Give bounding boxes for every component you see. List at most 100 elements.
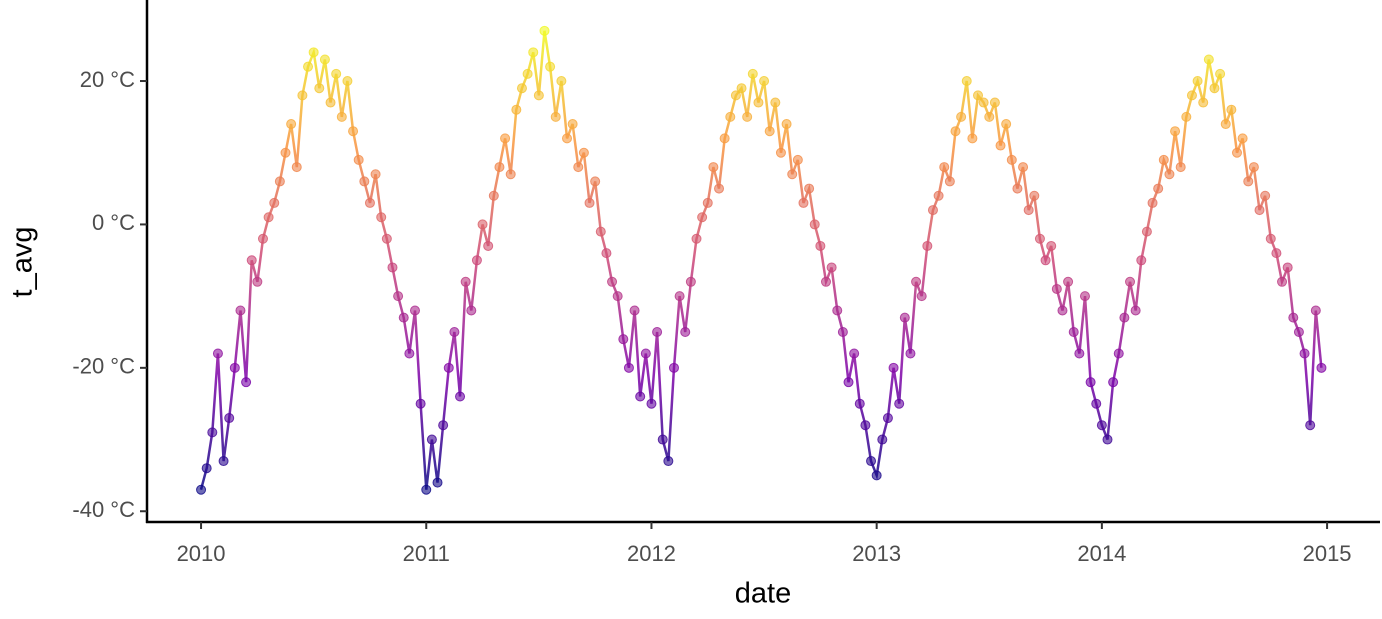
temperature-point (905, 348, 916, 359)
temperature-point (854, 398, 865, 409)
temperature-point (1293, 326, 1304, 337)
temperature-point (212, 348, 223, 359)
x-tick-label: 2014 (1077, 541, 1126, 566)
temperature-point (1108, 377, 1119, 388)
temperature-point (590, 176, 601, 187)
temperature-point (1316, 362, 1327, 373)
temperature-point (286, 119, 297, 130)
temperature-point (781, 119, 792, 130)
temperature-point (573, 162, 584, 173)
temperature-point (1018, 162, 1029, 173)
temperature-point (1260, 190, 1271, 201)
x-tick-label: 2013 (852, 541, 901, 566)
temperature-point (325, 97, 336, 108)
temperature-point (1203, 54, 1214, 65)
temperature-point (815, 240, 826, 251)
temperature-point (263, 212, 274, 223)
temperature-point (229, 362, 240, 373)
temperature-point (697, 212, 708, 223)
temperature-point (308, 47, 319, 58)
temperature-point (668, 362, 679, 373)
temperature-point (494, 162, 505, 173)
temperature-point (342, 76, 353, 87)
temperature-point (516, 83, 527, 94)
temperature-point (595, 226, 606, 237)
temperature-point (533, 90, 544, 101)
temperature-point (742, 111, 753, 122)
temperature-point (1074, 348, 1085, 359)
temperature-point (759, 76, 770, 87)
temperature-point (1186, 90, 1197, 101)
temperature-point (995, 140, 1006, 151)
temperature-point (567, 119, 578, 130)
temperature-point (578, 147, 589, 158)
temperature-point (1130, 305, 1141, 316)
temperature-point (601, 248, 612, 259)
temperature-point (1254, 205, 1265, 216)
temperature-point (663, 456, 674, 467)
temperature-point (871, 470, 882, 481)
temperature-point (843, 377, 854, 388)
temperature-point (319, 54, 330, 65)
temperature-point (629, 305, 640, 316)
temperature-point (730, 90, 741, 101)
temperature-point (1034, 233, 1045, 244)
temperature-point (280, 147, 291, 158)
temperature-point (303, 61, 314, 72)
temperature-point (798, 197, 809, 208)
temperature-point (1215, 68, 1226, 79)
temperature-point (387, 262, 398, 273)
temperature-point (1063, 276, 1074, 287)
y-tick-label: -40 °C (72, 497, 135, 522)
temperature-point (269, 197, 280, 208)
temperature-point (314, 83, 325, 94)
temperature-point (1057, 305, 1068, 316)
temperature-point (218, 456, 229, 467)
y-tick-label: 20 °C (80, 67, 135, 92)
temperature-point (623, 362, 634, 373)
temperature-point (792, 154, 803, 165)
temperature-point (680, 326, 691, 337)
temperature-point (257, 233, 268, 244)
temperature-point (348, 126, 359, 137)
temperature-point (556, 76, 567, 87)
temperature-point (1085, 377, 1096, 388)
temperature-point (725, 111, 736, 122)
temperature-point (455, 391, 466, 402)
temperature-point (860, 420, 871, 431)
temperature-point (820, 276, 831, 287)
temperature-point (888, 362, 899, 373)
temperature-point (899, 312, 910, 323)
temperature-point (922, 240, 933, 251)
temperature-point (477, 219, 488, 230)
temperature-point (989, 97, 1000, 108)
temperature-point (1192, 76, 1203, 87)
temperature-point (753, 97, 764, 108)
temperature-point (246, 255, 257, 266)
temperature-point (1119, 312, 1130, 323)
temperature-point (505, 169, 516, 180)
temperature-point (466, 305, 477, 316)
temperature-point (764, 126, 775, 137)
temperature-point (370, 169, 381, 180)
temperature-point (708, 162, 719, 173)
temperature-point (1282, 262, 1293, 273)
temperature-point (1170, 126, 1181, 137)
temperature-point (438, 420, 449, 431)
temperature-point (404, 348, 415, 359)
temperature-point (562, 133, 573, 144)
temperature-point (393, 291, 404, 302)
y-tick-label: 0 °C (92, 210, 135, 235)
temperature-point (1141, 226, 1152, 237)
temperature-point (207, 427, 218, 438)
temperature-point (381, 233, 392, 244)
temperature-point (483, 240, 494, 251)
temperature-point (1175, 162, 1186, 173)
temperature-point (775, 147, 786, 158)
temperature-point (950, 126, 961, 137)
temperature-point (1040, 255, 1051, 266)
temperature-point (235, 305, 246, 316)
temperature-point (646, 398, 657, 409)
temperature-point (674, 291, 685, 302)
temperature-point (1299, 348, 1310, 359)
